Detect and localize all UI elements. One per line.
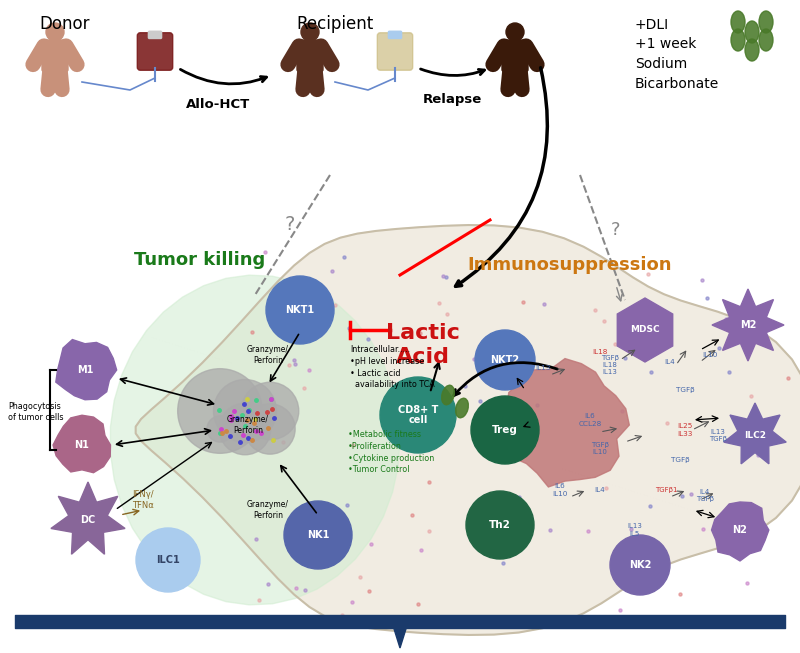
Text: Granzyme/
Perforin: Granzyme/ Perforin (247, 500, 289, 520)
Circle shape (242, 382, 298, 439)
Polygon shape (724, 403, 786, 464)
Text: TGFβ: TGFβ (670, 457, 690, 463)
Polygon shape (110, 275, 400, 605)
Text: N1: N1 (74, 440, 90, 450)
Circle shape (610, 535, 670, 595)
FancyBboxPatch shape (42, 40, 68, 71)
Polygon shape (711, 502, 769, 561)
Circle shape (506, 23, 524, 41)
FancyBboxPatch shape (149, 31, 162, 39)
Circle shape (301, 23, 319, 41)
Circle shape (466, 491, 534, 559)
Circle shape (380, 377, 456, 453)
Text: Donor: Donor (40, 15, 90, 33)
Text: M1: M1 (77, 365, 93, 375)
Ellipse shape (442, 385, 454, 405)
Text: TGFβ: TGFβ (676, 387, 694, 393)
Text: IL13
IL5: IL13 IL5 (627, 524, 642, 537)
Text: N2: N2 (733, 525, 747, 535)
Ellipse shape (731, 11, 745, 33)
Circle shape (214, 379, 277, 443)
Polygon shape (618, 298, 673, 362)
FancyBboxPatch shape (297, 40, 323, 71)
Text: CD8+ T
cell: CD8+ T cell (398, 405, 438, 425)
Ellipse shape (745, 39, 759, 61)
Text: Relapse: Relapse (422, 93, 482, 106)
Text: Allo-HCT: Allo-HCT (186, 99, 250, 112)
Text: Th2: Th2 (489, 520, 511, 530)
Text: IL13: IL13 (535, 365, 550, 371)
Text: Granzyme/
Perforin: Granzyme/ Perforin (247, 345, 289, 364)
FancyBboxPatch shape (502, 40, 528, 71)
Text: IL4
TGFβ: IL4 TGFβ (696, 488, 714, 502)
Text: MDSC: MDSC (630, 325, 660, 334)
FancyBboxPatch shape (138, 33, 173, 71)
FancyBboxPatch shape (378, 33, 413, 71)
Polygon shape (500, 358, 630, 487)
Circle shape (471, 396, 539, 464)
Text: ?: ? (610, 221, 620, 239)
Text: NKT2: NKT2 (490, 355, 519, 365)
Circle shape (207, 416, 233, 442)
Text: Lactic
Acid: Lactic Acid (386, 323, 460, 366)
FancyBboxPatch shape (389, 31, 402, 39)
Text: ILC1: ILC1 (156, 555, 180, 565)
Circle shape (46, 23, 64, 41)
Text: Granzyme/
Perforin: Granzyme/ Perforin (227, 415, 269, 435)
Text: TGFβ
IL10: TGFβ IL10 (591, 441, 609, 454)
Circle shape (284, 501, 352, 569)
Circle shape (136, 528, 200, 592)
Circle shape (266, 276, 334, 344)
Ellipse shape (731, 29, 745, 51)
Text: NK2: NK2 (629, 560, 651, 570)
Text: Tumor killing: Tumor killing (134, 251, 266, 269)
Text: Intracellular.....
•pH level increase
• Lactic acid
  availability into TCA: Intracellular..... •pH level increase • … (350, 345, 434, 389)
Text: DC: DC (80, 515, 96, 525)
Text: IL4: IL4 (594, 487, 606, 493)
Text: IL6
IL10: IL6 IL10 (552, 483, 568, 496)
Polygon shape (390, 616, 410, 648)
Text: Recipient: Recipient (296, 15, 374, 33)
Ellipse shape (759, 29, 773, 51)
Text: Immunosuppression: Immunosuppression (468, 256, 672, 274)
Text: •Metabolic fitness
•Proliferation
•Cytokine production
•Tumor Control: •Metabolic fitness •Proliferation •Cytok… (348, 430, 434, 474)
Text: TGFβ
IL18
IL13: TGFβ IL18 IL13 (601, 355, 619, 375)
Text: IL10: IL10 (702, 352, 718, 358)
Circle shape (178, 369, 262, 453)
Polygon shape (51, 482, 125, 554)
Text: Treg: Treg (492, 425, 518, 435)
Text: +DLI
+1 week
Sodium
Bicarbonate: +DLI +1 week Sodium Bicarbonate (635, 18, 719, 91)
Polygon shape (136, 225, 800, 635)
Circle shape (245, 404, 295, 454)
Text: IL25
IL33: IL25 IL33 (678, 424, 693, 436)
Text: Phagocytosis
of tumor cells: Phagocytosis of tumor cells (8, 402, 63, 422)
Text: IL18: IL18 (592, 349, 608, 355)
Text: TGFβ1: TGFβ1 (654, 487, 678, 493)
Ellipse shape (759, 11, 773, 33)
Polygon shape (56, 340, 117, 400)
Text: ?: ? (285, 215, 295, 234)
Circle shape (475, 330, 535, 390)
Text: NKT1: NKT1 (286, 305, 314, 315)
Text: NK1: NK1 (307, 530, 329, 540)
Text: IL4: IL4 (665, 359, 675, 365)
Text: ILC2: ILC2 (744, 430, 766, 439)
Ellipse shape (745, 21, 759, 43)
Circle shape (219, 403, 270, 454)
Text: IL6
CCL28: IL6 CCL28 (578, 413, 602, 426)
Polygon shape (712, 289, 784, 361)
Text: IFNγ/
TFNα: IFNγ/ TFNα (132, 490, 154, 510)
Polygon shape (53, 415, 110, 473)
Text: IL13
TGFβ: IL13 TGFβ (709, 428, 727, 441)
Ellipse shape (456, 398, 468, 418)
Text: M2: M2 (740, 320, 756, 330)
